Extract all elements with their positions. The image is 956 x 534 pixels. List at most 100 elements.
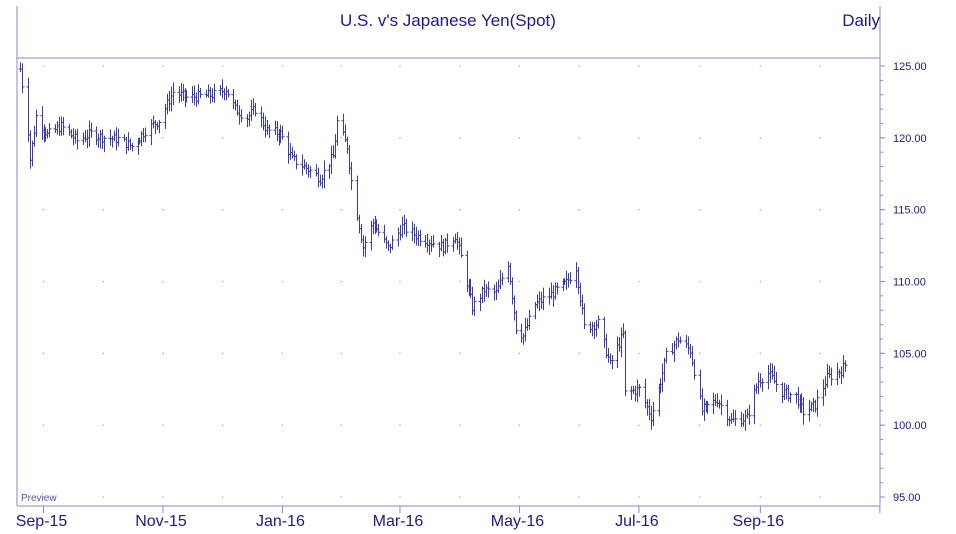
grid-dot bbox=[698, 137, 701, 139]
grid-dot bbox=[698, 424, 701, 426]
grid-dot bbox=[42, 208, 45, 211]
grid-dot bbox=[281, 208, 284, 211]
grid-dot bbox=[221, 65, 224, 67]
grid-dot bbox=[281, 65, 284, 67]
grid-dot bbox=[281, 352, 284, 355]
grid-dot bbox=[578, 424, 580, 426]
grid-dot bbox=[399, 352, 401, 355]
grid-dot bbox=[281, 280, 284, 283]
y-tick-label: 100.00 bbox=[893, 420, 927, 432]
grid-dot bbox=[698, 208, 701, 211]
grid-dot bbox=[759, 496, 762, 498]
y-axis: 95.00 100.00 105.00 110.00 115.00 120.00 125.0… bbox=[880, 61, 927, 504]
price-bars bbox=[18, 62, 848, 431]
grid-dot bbox=[399, 424, 401, 426]
grid-dot bbox=[578, 65, 580, 67]
chart-title: U.S. v's Japanese Yen(Spot) bbox=[340, 11, 556, 30]
grid-dot bbox=[162, 424, 164, 426]
grid-dot bbox=[518, 424, 521, 426]
grid-dot bbox=[340, 137, 343, 139]
grid-dot bbox=[42, 424, 45, 426]
grid-dot bbox=[221, 496, 224, 498]
grid-dot bbox=[458, 137, 461, 139]
grid-dot bbox=[458, 496, 461, 498]
grid-dot bbox=[638, 424, 640, 426]
frequency-label: Daily bbox=[842, 11, 880, 30]
grid-dot bbox=[759, 424, 762, 426]
grid-dot bbox=[458, 352, 461, 355]
grid-dot bbox=[759, 208, 762, 211]
grid-dot bbox=[458, 208, 461, 211]
grid-dot bbox=[162, 496, 164, 498]
y-tick-label: 105.00 bbox=[893, 348, 927, 360]
grid-dot bbox=[221, 352, 224, 355]
grid-dot bbox=[102, 352, 105, 355]
grid-dot bbox=[819, 352, 821, 355]
grid-dot bbox=[578, 208, 580, 211]
grid-dot bbox=[638, 65, 640, 67]
grid-dot bbox=[281, 496, 284, 498]
grid-dot bbox=[819, 208, 821, 211]
grid-dot bbox=[518, 208, 521, 211]
y-tick-label: 120.00 bbox=[893, 133, 927, 145]
grid-dot bbox=[578, 352, 580, 355]
grid-dot bbox=[102, 280, 105, 283]
grid-dot bbox=[340, 280, 343, 283]
grid-dot bbox=[42, 137, 45, 139]
grid-dot bbox=[518, 496, 521, 498]
grid-dot bbox=[221, 424, 224, 426]
grid-dot bbox=[759, 65, 762, 67]
x-tick-label: Jan-16 bbox=[256, 513, 305, 530]
grid-dot bbox=[518, 280, 521, 283]
grid-dot bbox=[638, 352, 640, 355]
grid-dot bbox=[458, 280, 461, 283]
grid-dot bbox=[759, 137, 762, 139]
grid-dot bbox=[759, 280, 762, 283]
grid-dot bbox=[281, 424, 284, 426]
grid-dot bbox=[162, 280, 164, 283]
y-tick-label: 115.00 bbox=[893, 205, 926, 217]
grid-dot bbox=[638, 496, 640, 498]
grid-dot bbox=[819, 280, 821, 283]
grid-dot bbox=[42, 496, 45, 498]
grid-dot bbox=[399, 65, 401, 67]
grid-dot bbox=[221, 137, 224, 139]
y-tick-label: 110.00 bbox=[893, 277, 926, 289]
grid-dot bbox=[698, 280, 701, 283]
grid-dot bbox=[578, 137, 580, 139]
grid-dot bbox=[819, 137, 821, 139]
grid-dot bbox=[759, 352, 762, 355]
grid-dot bbox=[698, 352, 701, 355]
x-tick-label: May-16 bbox=[491, 513, 544, 530]
grid-dot bbox=[102, 65, 105, 67]
grid-dot bbox=[578, 496, 580, 498]
grid-dot bbox=[458, 65, 461, 67]
grid-dot bbox=[340, 424, 343, 426]
grid-dot bbox=[102, 424, 105, 426]
x-tick-label: Sep-16 bbox=[733, 513, 785, 530]
grid-dot bbox=[698, 65, 701, 67]
grid-dot bbox=[42, 352, 45, 355]
x-tick-label: Mar-16 bbox=[373, 513, 424, 530]
x-tick-label: Nov-15 bbox=[135, 513, 187, 530]
grid-dot bbox=[102, 496, 105, 498]
y-tick-label: 125.00 bbox=[893, 61, 927, 73]
grid-dot bbox=[819, 65, 821, 67]
grid-dot bbox=[399, 280, 401, 283]
grid-dot bbox=[162, 137, 164, 139]
grid-dot bbox=[458, 424, 461, 426]
grid-dot bbox=[518, 137, 521, 139]
grid-dot bbox=[638, 137, 640, 139]
grid-dot bbox=[638, 280, 640, 283]
grid-dot bbox=[102, 208, 105, 211]
grid-dot bbox=[340, 208, 343, 211]
grid-dot bbox=[819, 424, 821, 426]
grid-dot bbox=[340, 352, 343, 355]
grid-dot bbox=[42, 65, 45, 67]
grid-dot bbox=[340, 496, 343, 498]
x-tick-label: Sep-15 bbox=[16, 513, 68, 530]
grid-dot bbox=[162, 65, 164, 67]
grid-dot bbox=[638, 208, 640, 211]
